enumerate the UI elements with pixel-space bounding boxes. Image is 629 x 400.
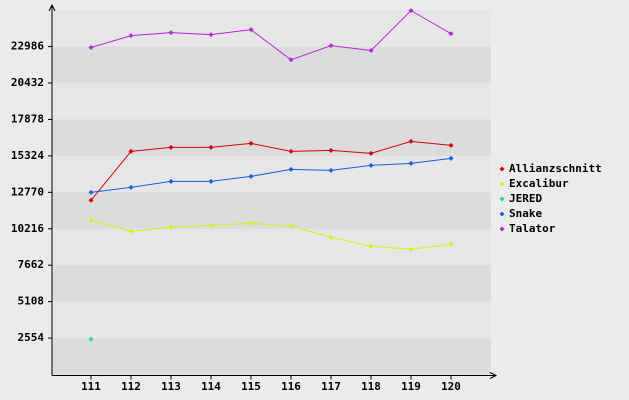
series-line	[90, 157, 452, 193]
y-tick-label: 7662	[18, 258, 45, 271]
band	[52, 83, 491, 120]
x-axis-arrow	[489, 372, 498, 379]
legend-label: Allianzschnitt	[509, 162, 602, 175]
band	[52, 265, 491, 302]
point	[208, 178, 214, 184]
x-tick-label: 112	[121, 380, 141, 393]
band	[52, 338, 491, 375]
point	[168, 224, 174, 230]
point	[328, 167, 334, 173]
point	[288, 166, 294, 172]
point	[288, 223, 294, 229]
point	[368, 48, 374, 54]
point	[408, 160, 414, 166]
point	[328, 234, 334, 240]
point	[368, 150, 374, 156]
legend-label: Snake	[509, 207, 542, 220]
legend-marker	[499, 196, 505, 202]
x-tick-label: 118	[361, 380, 381, 393]
point	[288, 148, 294, 154]
x-tick-label: 115	[241, 380, 261, 393]
point	[448, 241, 454, 247]
point	[248, 220, 254, 226]
point	[408, 8, 414, 14]
band	[52, 228, 491, 266]
y-tick-label: 5108	[18, 295, 45, 308]
point	[88, 197, 94, 203]
band	[52, 46, 491, 84]
point	[168, 144, 174, 150]
legend-label: JERED	[509, 192, 542, 205]
legend-label: Talator	[509, 222, 556, 235]
point	[88, 189, 94, 195]
band	[52, 155, 491, 193]
point	[248, 27, 254, 33]
point	[128, 228, 134, 234]
y-tick-label: 2554	[18, 331, 45, 344]
point	[408, 138, 414, 144]
point	[368, 243, 374, 249]
point	[128, 33, 134, 39]
band	[52, 192, 491, 229]
point	[328, 147, 334, 153]
point	[288, 57, 294, 63]
point	[448, 142, 454, 148]
point	[368, 162, 374, 168]
x-tick-label: 116	[281, 380, 301, 393]
legend-marker	[499, 181, 505, 187]
y-tick-label: 10216	[11, 222, 44, 235]
point	[248, 140, 254, 146]
y-tick-label: 20432	[11, 76, 44, 89]
x-tick-label: 120	[441, 380, 461, 393]
point	[88, 336, 94, 342]
y-axis-arrow	[48, 3, 56, 12]
legend-label: Excalibur	[509, 177, 569, 190]
point	[328, 43, 334, 49]
x-tick-label: 113	[161, 380, 181, 393]
point	[168, 178, 174, 184]
legend-marker	[499, 166, 505, 172]
point	[248, 173, 254, 179]
point	[208, 144, 214, 150]
x-tick-label: 119	[401, 380, 421, 393]
y-tick-label: 17878	[11, 112, 44, 125]
point	[408, 246, 414, 252]
legend-marker	[499, 226, 505, 232]
x-tick-label: 111	[81, 380, 101, 393]
x-tick-label: 114	[201, 380, 221, 393]
legend-marker	[499, 211, 505, 217]
point	[208, 32, 214, 38]
band	[52, 119, 491, 156]
y-tick-label: 15324	[11, 149, 44, 162]
point	[88, 217, 94, 223]
point	[448, 155, 454, 161]
x-tick-label: 117	[321, 380, 341, 393]
series-line	[90, 140, 452, 201]
point	[128, 184, 134, 190]
band	[52, 10, 491, 47]
point	[88, 45, 94, 51]
band	[52, 301, 491, 339]
point	[208, 222, 214, 228]
y-tick-label: 12770	[11, 185, 44, 198]
point	[168, 30, 174, 36]
y-tick-label: 22986	[11, 40, 44, 53]
point	[448, 31, 454, 37]
point	[128, 148, 134, 154]
series-line	[90, 9, 452, 61]
series-line	[90, 219, 452, 250]
